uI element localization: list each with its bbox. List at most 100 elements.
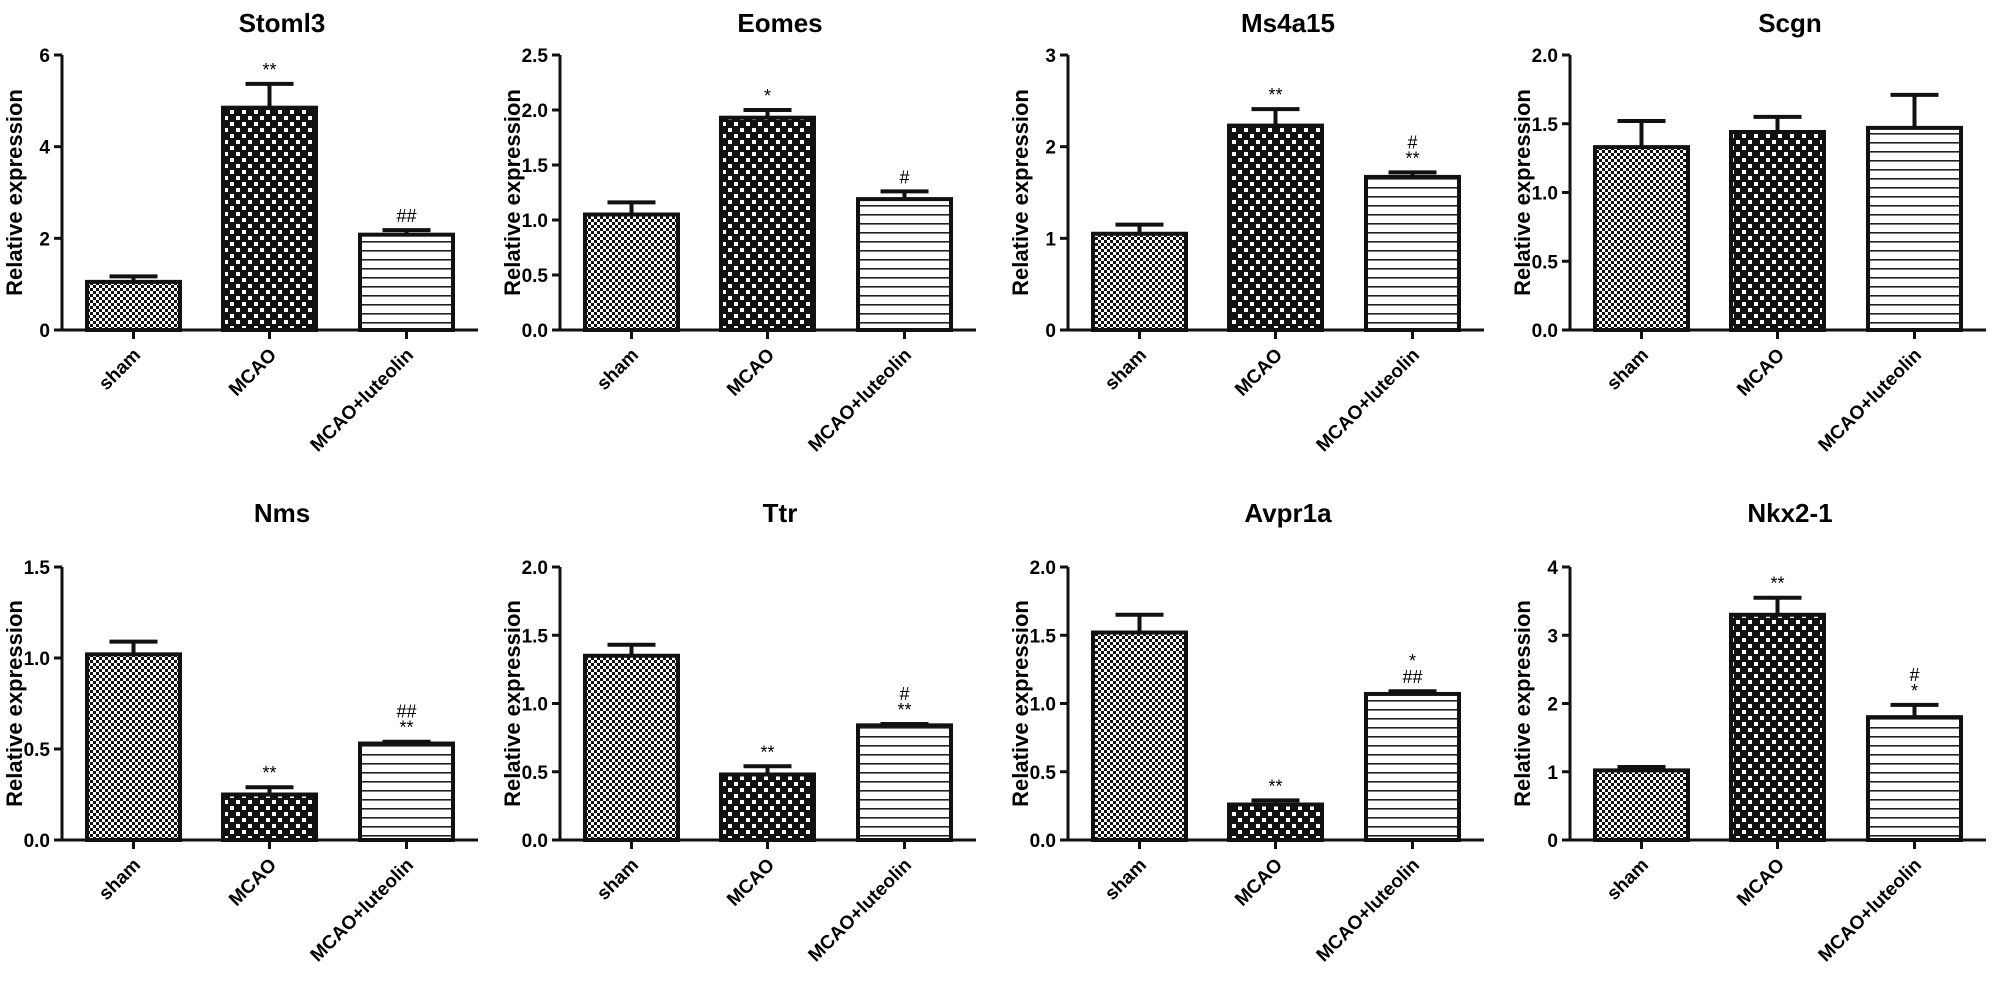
y-tick-label: 3 [1045,46,1056,67]
x-tick-label: sham [593,855,643,905]
chart-title: Ms4a15 [1241,8,1335,38]
significance-marker: ** [262,763,276,783]
x-tick-label: sham [95,855,145,905]
x-tick-label: MCAO [1231,855,1287,911]
y-axis-label: Relative expression [1008,89,1033,296]
y-axis-label: Relative expression [2,600,27,807]
y-tick-label: 1 [1045,229,1056,250]
bar-mcao [719,115,816,332]
y-tick-label: 1.5 [24,558,51,579]
y-axis-label: Relative expression [500,600,525,807]
y-tick-label: 2 [1547,695,1558,716]
bar-sham [85,279,182,332]
bar-sham [1593,768,1690,843]
x-tick-label: MCAO+luteolin [1815,855,1927,967]
x-tick-label: MCAO+luteolin [1313,855,1425,967]
bar-mcao [1729,612,1826,843]
y-tick-label: 0.0 [1532,321,1558,342]
bar-mcao-luteolin [1866,125,1963,332]
y-tick-label: 0.5 [522,763,549,784]
x-tick-label: MCAO [1231,345,1287,401]
chart-panel-eomes: Eomes Relative expression sham * MCAO # MCAO+l… [500,8,976,456]
x-tick-label: MCAO [1733,345,1789,401]
y-tick-label: 0.0 [522,321,548,342]
x-tick-label: MCAO [225,855,281,911]
chart-title: Eomes [737,8,822,38]
y-tick-label: 2.5 [522,46,549,67]
bar-mcao-luteolin [856,723,953,843]
y-tick-label: 0.5 [1030,763,1057,784]
x-tick-label: MCAO+luteolin [805,345,917,457]
x-tick-label: MCAO [723,855,779,911]
y-tick-label: 2 [1045,138,1056,159]
chart-title: Stoml3 [239,8,326,38]
y-axis-label: Relative expression [1510,600,1535,807]
chart-panel-stoml3: Stoml3 Relative expression sham ** MCAO ## MCA… [2,8,478,456]
chart-panel-avpr1a: Avpr1a Relative expression sham ** MCAO *## MC… [1008,498,1484,966]
y-tick-label: 0.5 [1532,252,1559,273]
y-tick-label: 1.5 [522,626,549,647]
significance-marker: ** [1770,574,1784,594]
x-tick-label: MCAO+luteolin [805,855,917,967]
y-tick-label: 6 [39,46,50,67]
significance-marker: ## [396,206,416,226]
y-tick-label: 4 [39,138,50,159]
bar-sham [85,652,182,842]
x-tick-label: MCAO [1733,855,1789,911]
significance-marker: ** [760,742,774,762]
bar-mcao-luteolin [1866,715,1963,843]
x-tick-label: sham [1603,345,1653,395]
y-tick-label: 0 [39,321,50,342]
bar-mcao [1227,123,1324,333]
x-tick-label: MCAO [225,345,281,401]
y-tick-label: 1.5 [1030,626,1057,647]
y-axis-label: Relative expression [1008,600,1033,807]
chart-title: Avpr1a [1244,498,1332,528]
significance-marker: ** [897,700,911,720]
significance-marker: ** [1268,776,1282,796]
y-tick-label: 0 [1547,831,1558,852]
chart-title: Scgn [1758,8,1822,38]
x-tick-label: MCAO [723,345,779,401]
y-tick-label: 4 [1547,558,1558,579]
y-tick-label: 0.0 [1030,831,1056,852]
chart-title: Ttr [763,498,798,528]
bar-mcao [221,105,318,333]
bar-mcao-luteolin [1364,691,1461,842]
chart-title: Nkx2-1 [1747,498,1832,528]
significance-marker: # [899,684,909,704]
y-tick-label: 0.0 [522,831,548,852]
significance-marker: # [899,167,909,187]
y-tick-label: 1.0 [522,695,548,716]
significance-marker: # [1909,665,1919,685]
bar-sham [583,212,680,332]
significance-marker: ## [396,702,416,722]
chart-panel-nkx2-1: Nkx2-1 Relative expression sham ** MCAO #* MCA… [1510,498,1986,966]
y-tick-label: 1 [1547,763,1558,784]
x-tick-label: sham [1603,855,1653,905]
y-axis-label: Relative expression [2,89,27,296]
significance-marker: * [1911,681,1918,701]
bar-mcao [1227,802,1324,843]
y-tick-label: 0.5 [24,740,51,761]
significance-marker: ** [1405,148,1419,168]
x-tick-label: MCAO+luteolin [1313,345,1425,457]
bar-mcao [719,772,816,842]
y-tick-label: 3 [1547,626,1558,647]
bar-mcao [1729,130,1826,332]
y-tick-label: 1.0 [522,211,548,232]
y-tick-label: 0.0 [24,831,50,852]
y-tick-label: 1.5 [522,156,549,177]
y-tick-label: 2 [39,229,50,250]
y-tick-label: 2.0 [522,101,548,122]
y-axis-label: Relative expression [500,89,525,296]
bar-sham [1091,630,1188,843]
significance-marker: * [1409,651,1416,671]
x-tick-label: MCAO+luteolin [1815,345,1927,457]
x-tick-label: MCAO+luteolin [307,345,419,457]
significance-marker: ** [399,718,413,738]
bar-mcao-luteolin [358,232,455,333]
